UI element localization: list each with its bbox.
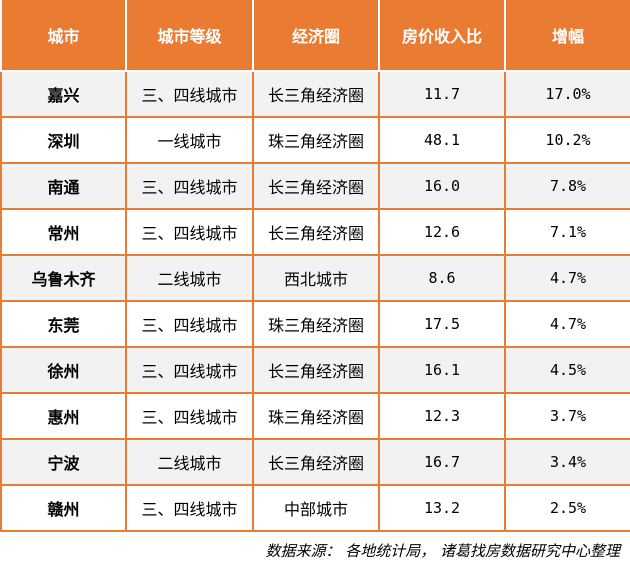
cell-tier: 三、四线城市	[125, 70, 254, 118]
cell-ratio: 11.7	[378, 70, 506, 118]
cell-growth: 7.1%	[504, 208, 630, 256]
header-growth: 增幅	[504, 0, 630, 72]
cell-ratio: 48.1	[378, 116, 506, 164]
cell-city: 宁波	[0, 438, 127, 486]
cell-growth: 3.4%	[504, 438, 630, 486]
cell-ratio: 13.2	[378, 484, 506, 532]
table-row: 嘉兴 三、四线城市 长三角经济圈 11.7 17.0%	[0, 70, 630, 118]
data-table-container: 城市 城市等级 经济圈 房价收入比 增幅 嘉兴 三、四线城市 长三角经济圈 11…	[0, 0, 630, 532]
table-row: 惠州 三、四线城市 珠三角经济圈 12.3 3.7%	[0, 392, 630, 440]
house-price-income-table: 城市 城市等级 经济圈 房价收入比 增幅 嘉兴 三、四线城市 长三角经济圈 11…	[0, 0, 630, 532]
table-row: 南通 三、四线城市 长三角经济圈 16.0 7.8%	[0, 162, 630, 210]
cell-growth: 10.2%	[504, 116, 630, 164]
source-note: 数据来源： 各地统计局， 诸葛找房数据研究中心整理	[265, 542, 620, 560]
table-row: 徐州 三、四线城市 长三角经济圈 16.1 4.5%	[0, 346, 630, 394]
cell-city: 东莞	[0, 300, 127, 348]
cell-growth: 4.7%	[504, 254, 630, 302]
header-region: 经济圈	[252, 0, 380, 72]
cell-city: 赣州	[0, 484, 127, 532]
cell-region: 珠三角经济圈	[252, 392, 380, 440]
cell-tier: 一线城市	[125, 116, 254, 164]
table-row: 宁波 二线城市 长三角经济圈 16.7 3.4%	[0, 438, 630, 486]
cell-city: 乌鲁木齐	[0, 254, 127, 302]
cell-city: 徐州	[0, 346, 127, 394]
cell-ratio: 17.5	[378, 300, 506, 348]
cell-region: 珠三角经济圈	[252, 300, 380, 348]
table-row: 常州 三、四线城市 长三角经济圈 12.6 7.1%	[0, 208, 630, 256]
cell-city: 常州	[0, 208, 127, 256]
cell-tier: 二线城市	[125, 438, 254, 486]
cell-ratio: 16.1	[378, 346, 506, 394]
cell-region: 珠三角经济圈	[252, 116, 380, 164]
cell-ratio: 12.3	[378, 392, 506, 440]
cell-ratio: 16.7	[378, 438, 506, 486]
cell-city: 惠州	[0, 392, 127, 440]
header-tier: 城市等级	[125, 0, 254, 72]
cell-tier: 三、四线城市	[125, 392, 254, 440]
cell-region: 长三角经济圈	[252, 70, 380, 118]
cell-growth: 3.7%	[504, 392, 630, 440]
cell-growth: 4.5%	[504, 346, 630, 394]
cell-growth: 7.8%	[504, 162, 630, 210]
cell-tier: 三、四线城市	[125, 484, 254, 532]
cell-tier: 三、四线城市	[125, 300, 254, 348]
cell-ratio: 8.6	[378, 254, 506, 302]
cell-growth: 17.0%	[504, 70, 630, 118]
cell-tier: 三、四线城市	[125, 346, 254, 394]
table-row: 深圳 一线城市 珠三角经济圈 48.1 10.2%	[0, 116, 630, 164]
header-row: 城市 城市等级 经济圈 房价收入比 增幅	[0, 0, 630, 72]
header-ratio: 房价收入比	[378, 0, 506, 72]
cell-region: 长三角经济圈	[252, 208, 380, 256]
cell-region: 西北城市	[252, 254, 380, 302]
cell-region: 长三角经济圈	[252, 162, 380, 210]
cell-tier: 三、四线城市	[125, 208, 254, 256]
cell-city: 南通	[0, 162, 127, 210]
table-row: 赣州 三、四线城市 中部城市 13.2 2.5%	[0, 484, 630, 532]
cell-region: 中部城市	[252, 484, 380, 532]
cell-ratio: 16.0	[378, 162, 506, 210]
table-row: 乌鲁木齐 二线城市 西北城市 8.6 4.7%	[0, 254, 630, 302]
cell-growth: 4.7%	[504, 300, 630, 348]
cell-ratio: 12.6	[378, 208, 506, 256]
cell-tier: 三、四线城市	[125, 162, 254, 210]
cell-city: 嘉兴	[0, 70, 127, 118]
header-city: 城市	[0, 0, 127, 72]
cell-region: 长三角经济圈	[252, 438, 380, 486]
cell-growth: 2.5%	[504, 484, 630, 532]
table-row: 东莞 三、四线城市 珠三角经济圈 17.5 4.7%	[0, 300, 630, 348]
cell-city: 深圳	[0, 116, 127, 164]
cell-tier: 二线城市	[125, 254, 254, 302]
cell-region: 长三角经济圈	[252, 346, 380, 394]
